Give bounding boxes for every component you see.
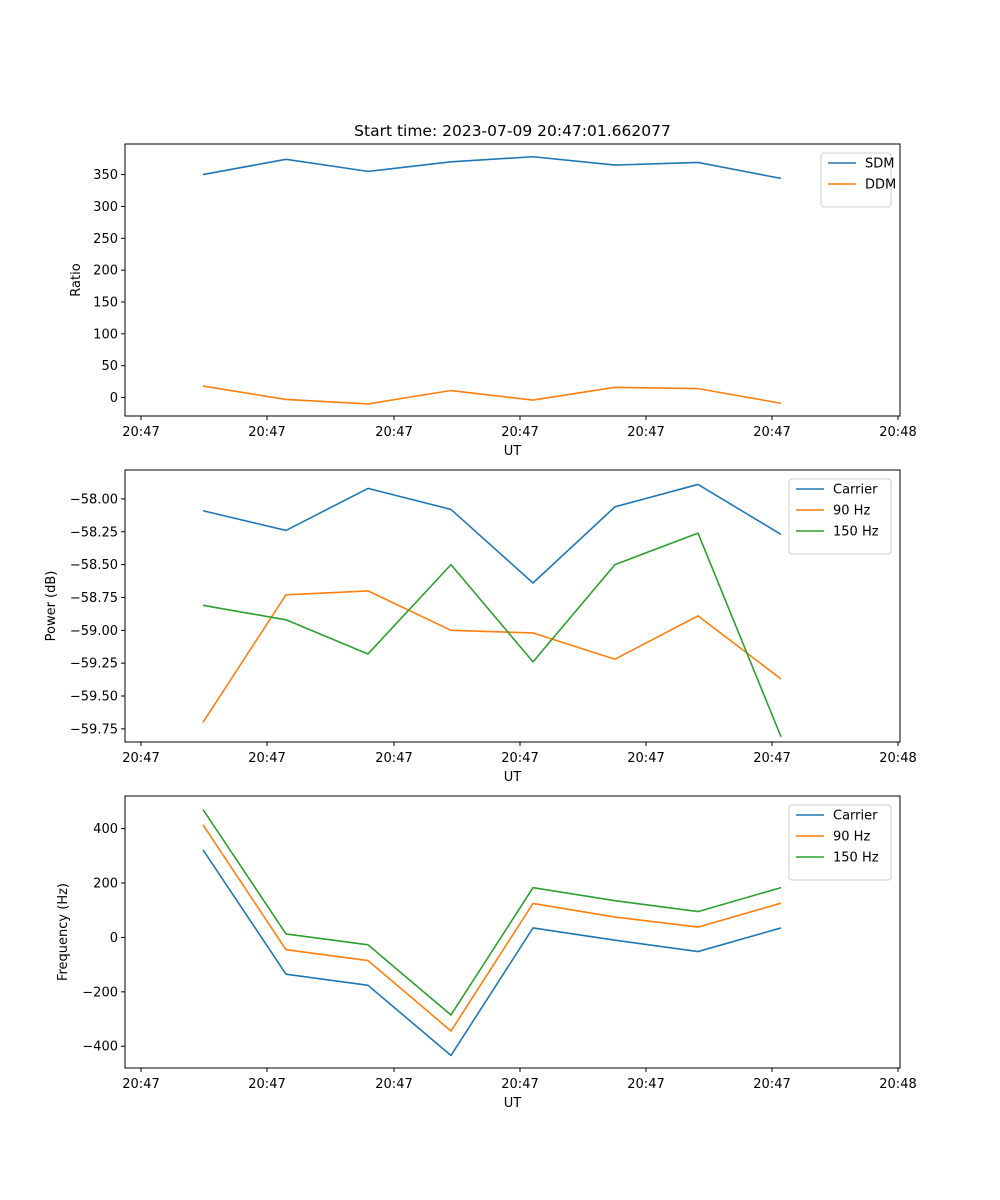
series-line-carrier bbox=[202, 483, 782, 584]
x-tick-label: 20:47 bbox=[753, 1077, 790, 1092]
x-axis-label: UT bbox=[504, 444, 522, 459]
y-tick-label: 100 bbox=[93, 327, 118, 342]
legend-label: Carrier bbox=[833, 483, 878, 498]
chart-1: Start time: 2023-07-09 20:47:01.662077 20… bbox=[69, 122, 917, 459]
legend-box bbox=[788, 804, 892, 881]
x-tick-label: 20:48 bbox=[879, 425, 916, 440]
x-tick-label: 20:47 bbox=[627, 751, 664, 766]
x-tick-label: 20:47 bbox=[375, 751, 412, 766]
x-axis-label: UT bbox=[504, 770, 522, 785]
y-tick-label: −58.75 bbox=[70, 591, 118, 606]
legend-label: 90 Hz bbox=[833, 504, 870, 519]
legend-box bbox=[788, 478, 892, 555]
x-tick-label: 20:47 bbox=[248, 425, 285, 440]
x-tick-label: 20:47 bbox=[122, 425, 159, 440]
plot-area bbox=[124, 469, 901, 743]
series-line-ddm bbox=[202, 385, 782, 405]
x-tick-label: 20:47 bbox=[753, 751, 790, 766]
y-tick-label: −58.50 bbox=[70, 558, 118, 573]
y-tick-label: 0 bbox=[110, 391, 118, 406]
y-tick-label: 300 bbox=[93, 200, 118, 215]
y-tick-label: 350 bbox=[93, 168, 118, 183]
x-tick-label: 20:47 bbox=[627, 425, 664, 440]
x-tick-label: 20:47 bbox=[753, 425, 790, 440]
legend-label: DDM bbox=[865, 178, 896, 193]
legend-label: 90 Hz bbox=[833, 830, 870, 845]
y-axis-label: Power (dB) bbox=[44, 571, 59, 642]
y-axis-label: Frequency (Hz) bbox=[56, 883, 71, 981]
y-tick-label: 150 bbox=[93, 295, 118, 310]
series-line-sdm bbox=[202, 155, 782, 180]
x-tick-label: 20:47 bbox=[627, 1077, 664, 1092]
legend-label: 150 Hz bbox=[833, 851, 879, 866]
x-tick-label: 20:47 bbox=[501, 1077, 538, 1092]
x-axis-label: UT bbox=[504, 1096, 522, 1111]
chart-3: 20:47 20:47 20:47 20:47 20:47 20:47 20:48 400 20… bbox=[56, 795, 917, 1111]
y-tick-label: 400 bbox=[93, 822, 118, 837]
y-tick-label: −400 bbox=[82, 1040, 118, 1055]
series-line-150-hz bbox=[202, 809, 782, 1016]
y-tick-label: −200 bbox=[82, 985, 118, 1000]
x-tick-label: 20:47 bbox=[248, 751, 285, 766]
x-tick-label: 20:47 bbox=[501, 751, 538, 766]
plot-area bbox=[124, 795, 901, 1069]
y-tick-label: 50 bbox=[101, 359, 118, 374]
plot-area bbox=[124, 143, 901, 417]
y-tick-label: −59.75 bbox=[70, 722, 118, 737]
series-line-90-hz bbox=[202, 824, 782, 1032]
y-tick-label: 0 bbox=[110, 931, 118, 946]
y-tick-label: −59.50 bbox=[70, 690, 118, 705]
y-tick-label: −58.00 bbox=[70, 492, 118, 507]
x-tick-label: 20:47 bbox=[248, 1077, 285, 1092]
y-tick-label: −58.25 bbox=[70, 525, 118, 540]
x-tick-label: 20:48 bbox=[879, 1077, 916, 1092]
x-tick-label: 20:47 bbox=[501, 425, 538, 440]
y-axis-label: Ratio bbox=[69, 263, 84, 296]
x-tick-label: 20:47 bbox=[122, 1077, 159, 1092]
series-line-90-hz bbox=[202, 590, 782, 723]
legend-box bbox=[820, 152, 892, 208]
series-line-carrier bbox=[202, 849, 782, 1057]
legend-label: 150 Hz bbox=[833, 525, 879, 540]
y-tick-label: 200 bbox=[93, 264, 118, 279]
chart-2: 20:47 20:47 20:47 20:47 20:47 20:47 20:48 −58.0… bbox=[44, 469, 917, 785]
legend-label: SDM bbox=[865, 157, 894, 172]
y-tick-label: −59.00 bbox=[70, 624, 118, 639]
x-tick-label: 20:47 bbox=[375, 425, 412, 440]
y-tick-label: 250 bbox=[93, 232, 118, 247]
y-tick-label: 200 bbox=[93, 877, 118, 892]
x-tick-label: 20:47 bbox=[122, 751, 159, 766]
chart-title: Start time: 2023-07-09 20:47:01.662077 bbox=[354, 122, 671, 140]
x-tick-label: 20:48 bbox=[879, 751, 916, 766]
series-line-150-hz bbox=[202, 532, 782, 738]
x-tick-label: 20:47 bbox=[375, 1077, 412, 1092]
y-tick-label: −59.25 bbox=[70, 657, 118, 672]
legend-label: Carrier bbox=[833, 809, 878, 824]
